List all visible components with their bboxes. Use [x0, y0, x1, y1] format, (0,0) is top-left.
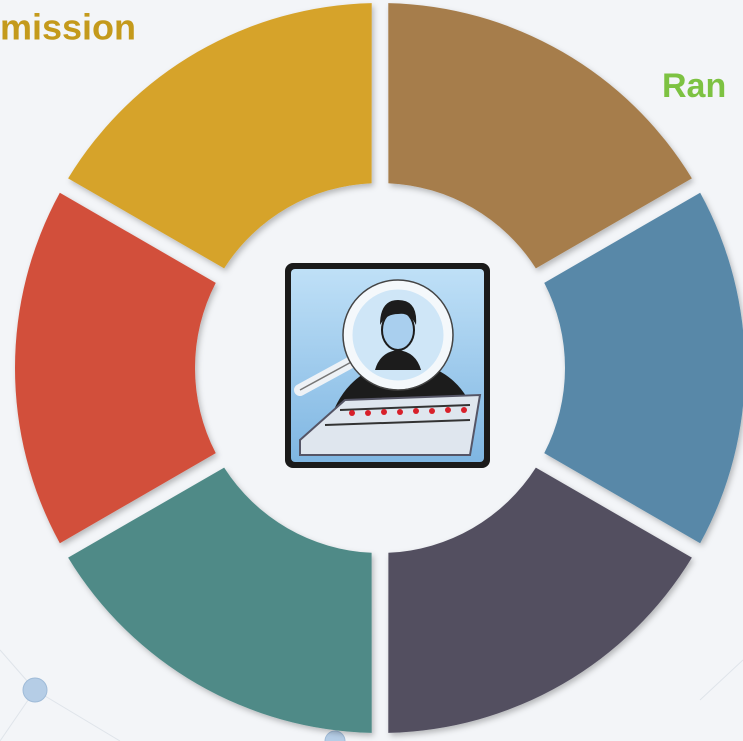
- page: mission Ran (() => { const data = JSON.p…: [0, 0, 743, 741]
- segment-label: Ran: [662, 67, 726, 105]
- diagram: mission Ran: [0, 0, 743, 741]
- segment-label: mission: [0, 7, 136, 48]
- center-icon: [285, 263, 490, 468]
